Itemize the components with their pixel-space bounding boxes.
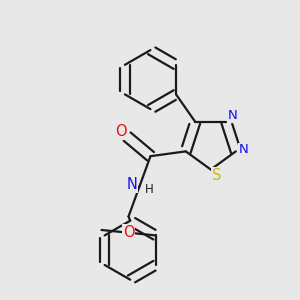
Text: O: O <box>123 225 134 240</box>
Text: N: N <box>227 110 237 122</box>
Text: N: N <box>127 177 137 192</box>
Text: O: O <box>116 124 127 139</box>
Text: S: S <box>212 168 222 183</box>
Text: N: N <box>238 143 248 156</box>
Text: H: H <box>145 182 154 196</box>
